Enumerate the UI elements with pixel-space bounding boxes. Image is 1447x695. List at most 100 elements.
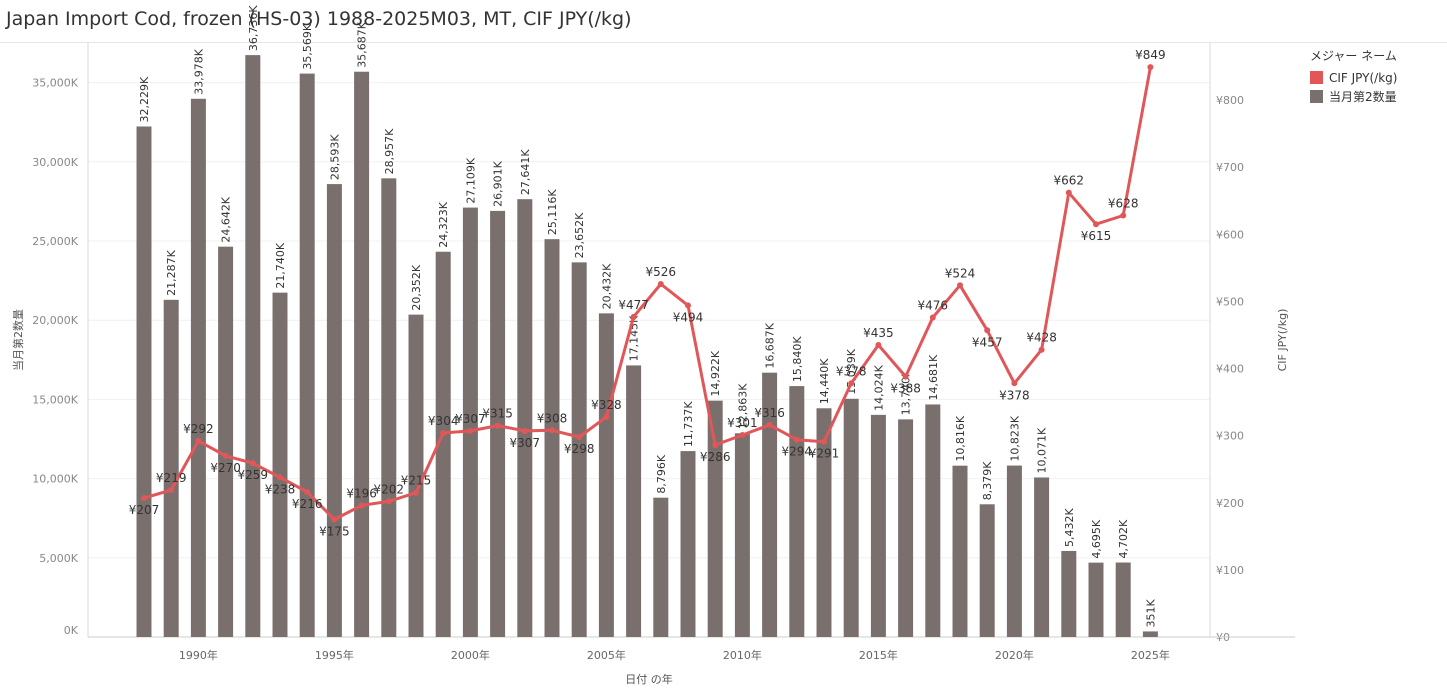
bar-label: 24,323K xyxy=(437,201,450,247)
x-tick-label: 2005年 xyxy=(587,648,626,662)
legend-label-quantity: 当月第2数量 xyxy=(1329,90,1397,104)
y-left-tick-label: 5,000K xyxy=(39,552,78,565)
price-point xyxy=(657,280,664,287)
price-point xyxy=(440,429,447,436)
price-point xyxy=(249,460,256,467)
price-label: ¥304 xyxy=(428,414,459,428)
x-tick-label: 2000年 xyxy=(451,648,490,662)
y-left-tick-label: 25,000K xyxy=(32,235,78,248)
bar xyxy=(354,71,370,638)
bar-label: 27,109K xyxy=(464,157,477,203)
price-label: ¥388 xyxy=(890,382,921,396)
price-label: ¥238 xyxy=(265,482,296,496)
bar xyxy=(435,251,451,637)
legend-item-quantity[interactable]: 当月第2数量 xyxy=(1310,87,1397,106)
bar-label: 14,681K xyxy=(927,354,940,400)
bar-label: 14,922K xyxy=(709,350,722,396)
bar-label: 8,796K xyxy=(655,454,668,493)
bar xyxy=(1061,550,1077,637)
price-label: ¥219 xyxy=(156,471,187,485)
price-line xyxy=(143,66,1152,521)
price-label: ¥270 xyxy=(210,461,241,475)
bar-label: 36,736K xyxy=(247,5,260,51)
legend-swatch-cif xyxy=(1310,71,1323,84)
price-label: ¥259 xyxy=(238,468,269,482)
bar xyxy=(272,292,288,637)
legend-item-cif[interactable]: CIF JPY(/kg) xyxy=(1310,68,1397,87)
price-label: ¥524 xyxy=(945,266,976,280)
bar-label: 20,432K xyxy=(600,263,613,309)
price-point xyxy=(630,313,637,320)
bar xyxy=(544,239,560,637)
bar-label: 26,901K xyxy=(492,160,505,206)
page-title: Japan Import Cod, frozen (HS-03) 1988-20… xyxy=(6,8,632,30)
bar-label: 27,641K xyxy=(519,149,532,195)
price-point xyxy=(1065,189,1072,196)
bar xyxy=(571,262,587,637)
price-label: ¥215 xyxy=(401,474,432,488)
price-label: ¥494 xyxy=(673,310,704,324)
y-right-tick-label: ¥800 xyxy=(1216,94,1244,107)
price-point xyxy=(195,438,202,445)
bar xyxy=(680,451,696,637)
y-right-tick-label: ¥700 xyxy=(1216,161,1244,174)
y-left-tick-label: 10,000K xyxy=(32,473,78,486)
price-point xyxy=(603,413,610,420)
y-right-tick-label: ¥100 xyxy=(1216,564,1244,577)
price-point xyxy=(739,431,746,438)
bar-label: 28,957K xyxy=(383,128,396,174)
y-left-tick-label: 20,000K xyxy=(32,314,78,327)
price-label: ¥615 xyxy=(1081,229,1112,243)
bar-label: 21,287K xyxy=(165,249,178,295)
bar-label: 8,379K xyxy=(981,461,994,500)
price-point xyxy=(277,474,283,481)
price-label: ¥476 xyxy=(918,299,949,313)
price-point xyxy=(1038,346,1045,353)
price-point xyxy=(358,502,365,509)
bar xyxy=(1088,562,1104,637)
price-point xyxy=(848,380,855,387)
bar-label: 35,687K xyxy=(356,21,369,67)
y-left-tick-label: 0K xyxy=(64,624,79,637)
price-label: ¥196 xyxy=(346,486,377,500)
bar-label: 25,116K xyxy=(546,189,559,235)
x-tick-label: 2025年 xyxy=(1131,648,1170,662)
price-point xyxy=(957,282,963,289)
bar xyxy=(1142,631,1158,637)
price-point xyxy=(793,436,800,443)
bar-label: 32,229K xyxy=(138,76,151,122)
bar-label: 10,816K xyxy=(954,415,967,461)
price-point xyxy=(1147,64,1154,71)
y-right-tick-label: ¥200 xyxy=(1216,497,1244,510)
y-right-tick-label: ¥400 xyxy=(1216,363,1244,376)
price-point xyxy=(467,427,474,434)
bar-label: 16,687K xyxy=(764,322,777,368)
bar-label: 10,071K xyxy=(1036,427,1049,473)
price-point xyxy=(494,422,501,429)
legend-swatch-quantity xyxy=(1310,90,1323,103)
price-point xyxy=(141,495,147,502)
price-point xyxy=(875,342,882,349)
bar-label: 11,737K xyxy=(682,401,695,447)
price-label: ¥292 xyxy=(183,422,214,436)
price-label: ¥307 xyxy=(510,436,541,450)
price-label: ¥428 xyxy=(1026,331,1057,345)
price-label: ¥315 xyxy=(482,407,513,421)
bar xyxy=(979,504,995,637)
bar-label: 5,432K xyxy=(1063,507,1076,546)
bar xyxy=(952,465,968,637)
bar xyxy=(816,408,832,637)
bar xyxy=(381,178,397,638)
bar xyxy=(190,98,206,638)
price-label: ¥457 xyxy=(972,335,1003,349)
price-point xyxy=(685,302,691,309)
x-axis-title: 日付 の年 xyxy=(625,672,673,686)
bar-label: 14,440K xyxy=(818,358,831,404)
bar-label: 12,863K xyxy=(736,383,749,429)
price-label: ¥294 xyxy=(782,445,813,459)
bar-label: 20,352K xyxy=(410,264,423,310)
bar-label: 10,823K xyxy=(1008,415,1021,461)
price-point xyxy=(385,498,392,505)
price-point xyxy=(549,427,555,434)
